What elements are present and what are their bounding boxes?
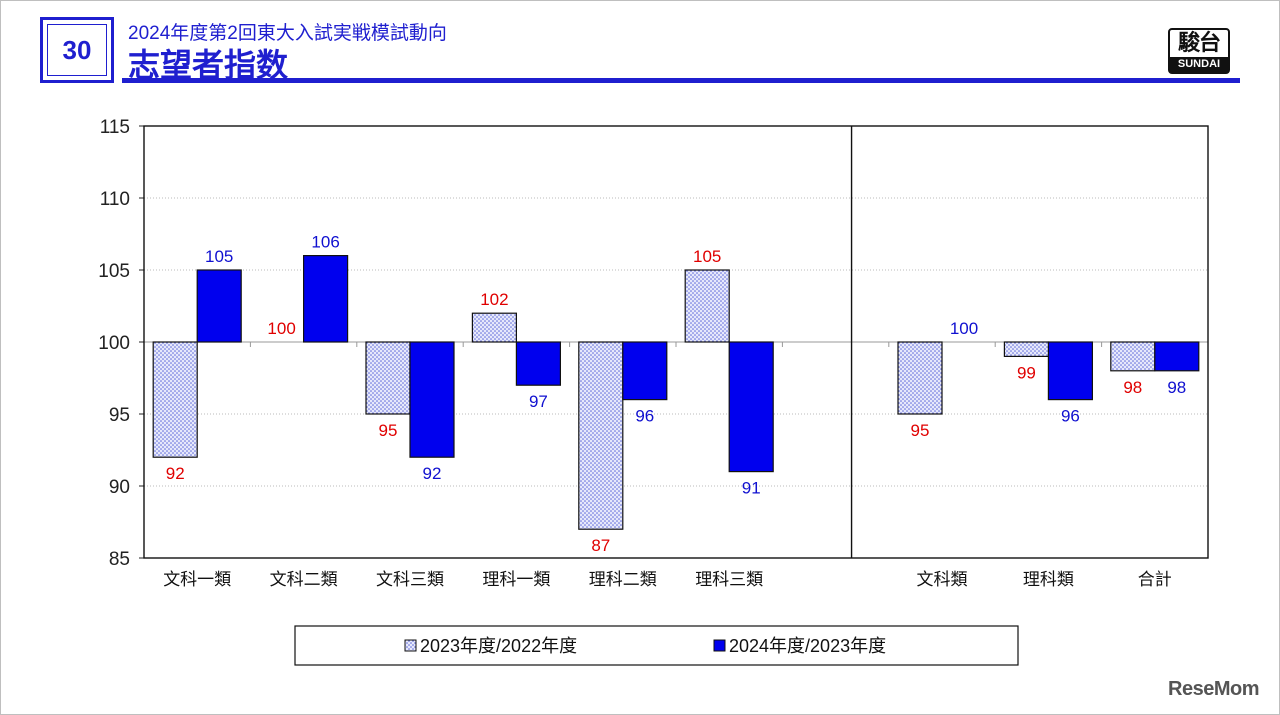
bar-series-2024 [196, 269, 242, 343]
bar-series-2023 [897, 341, 943, 415]
x-category-label: 文科二類 [270, 570, 338, 589]
data-label-2023: 102 [480, 290, 508, 309]
bar-series-2023 [1110, 341, 1156, 372]
y-tick-label: 105 [98, 261, 130, 282]
label-layer: 92 100 95 102 87 105 95 98 105 106 92 97 96 91 100 96 98… [166, 233, 1187, 556]
data-label-2024: 106 [311, 233, 339, 252]
logo-kanji: 駿台 [1177, 30, 1221, 55]
legend-swatch-2023 [404, 639, 417, 652]
x-category-label: 文科三類 [376, 570, 444, 589]
x-category-label: 理科二類 [589, 570, 657, 589]
bar-series-2024 [1154, 341, 1200, 372]
y-tick-label: 110 [100, 189, 130, 210]
page-title: 志望者指数 [128, 47, 289, 83]
x-category-label: 理科類 [1023, 570, 1074, 589]
y-tick-label: 85 [109, 549, 130, 570]
bar-series-2024 [515, 341, 562, 386]
bar-series-2024 [303, 255, 349, 343]
data-label-2024: 92 [423, 464, 442, 483]
axis-layer: 85 90 95 100 105 110 115 文科一類 文科二類 文科三類 理科一類 理科二類 理科… [98, 117, 1209, 589]
page-number: 30 [62, 34, 92, 65]
data-label-2023: 95 [911, 421, 930, 440]
x-category-label: 文科類 [917, 570, 968, 589]
bar-series-2023 [152, 341, 198, 458]
x-category-label: 理科三類 [695, 570, 763, 589]
bar-series-2023 [471, 312, 517, 343]
data-label-2024: 96 [1061, 407, 1080, 426]
legend: 2023年度/2022年度 2024年度/2023年度 [294, 625, 1019, 666]
bar-series-2024 [409, 341, 455, 458]
sundai-logo: 駿台 SUNDAI [1168, 28, 1230, 74]
bar-series-2024 [1047, 341, 1094, 401]
resemom-watermark: ReseMom [1168, 678, 1259, 700]
legend-box [294, 625, 1019, 666]
x-category-label: 理科一類 [482, 570, 550, 589]
data-label-2023: 92 [166, 464, 185, 483]
legend-swatch-2024 [713, 639, 726, 652]
data-label-2023: 99 [1017, 363, 1036, 382]
bar-series-2023 [365, 341, 411, 415]
data-label-2024: 98 [1167, 378, 1186, 397]
data-label-2023: 100 [267, 319, 295, 338]
data-label-2023: 95 [379, 421, 398, 440]
data-label-2023: 87 [591, 536, 610, 555]
data-label-2024: 100 [950, 319, 978, 338]
data-label-2024: 91 [742, 479, 761, 498]
title-underline [122, 78, 1240, 83]
logo-latin: SUNDAI [1170, 57, 1228, 72]
page-subtitle: 2024年度第2回東大入試実戦模試動向 [128, 23, 447, 44]
legend-label-2024: 2024年度/2023年度 [729, 636, 886, 656]
plot-border [143, 125, 1209, 559]
page-number-badge: 30 [40, 17, 114, 83]
x-category-label: 文科一類 [163, 570, 231, 589]
data-label-2024: 105 [205, 247, 233, 266]
legend-label-2023: 2023年度/2022年度 [420, 636, 577, 656]
bar-series-2023 [578, 341, 624, 530]
bar-series-2023 [684, 269, 730, 343]
bar-series-2024 [728, 341, 774, 473]
data-label-2023: 105 [693, 247, 721, 266]
y-tick-label: 90 [109, 477, 130, 498]
data-label-2023: 98 [1123, 378, 1142, 397]
data-label-2024: 97 [529, 392, 548, 411]
x-category-label: 合計 [1138, 570, 1172, 589]
bar-layer [152, 255, 1200, 530]
y-tick-label: 115 [100, 117, 130, 138]
bar-series-2024 [622, 341, 668, 401]
bar-series-2023 [1003, 341, 1050, 357]
page-number-badge-inner-border [47, 24, 107, 76]
y-tick-label: 100 [98, 333, 130, 354]
data-label-2024: 96 [635, 407, 654, 426]
y-tick-label: 95 [109, 405, 130, 426]
